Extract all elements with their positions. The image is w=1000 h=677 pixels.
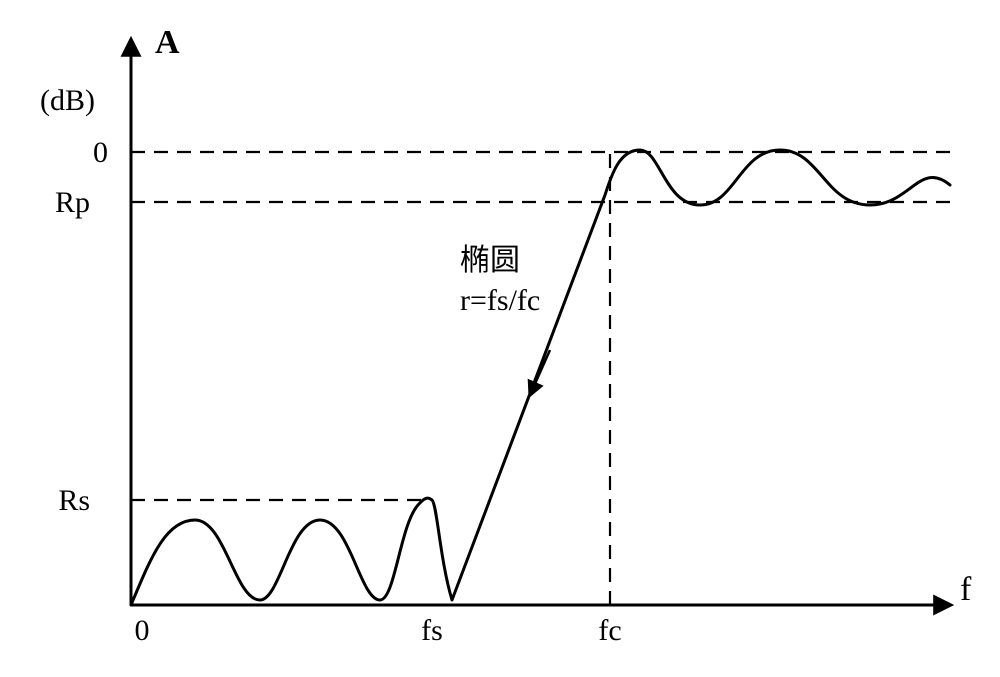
x-tick-fs: fs	[421, 614, 443, 647]
annotation-arrow	[530, 350, 550, 395]
chart-svg: A(dB)f0RpRs0fsfc椭圆r=fs/fc	[0, 0, 1000, 677]
x-axis-title: f	[960, 571, 972, 608]
chart-container: { "chart": { "type": "line", "canvas": {…	[0, 0, 1000, 677]
annotation-line2: r=fs/fc	[460, 284, 540, 317]
y-axis-title: A	[155, 24, 180, 61]
x-tick-0: 0	[135, 614, 150, 647]
x-tick-fc: fc	[598, 614, 621, 647]
y-tick-0: 0	[93, 136, 108, 169]
y-axis-unit: (dB)	[40, 84, 95, 117]
response-curve	[131, 150, 950, 605]
y-tick-Rp: Rp	[55, 186, 90, 219]
y-tick-Rs: Rs	[58, 484, 90, 517]
annotation-line1: 椭圆	[460, 244, 520, 277]
